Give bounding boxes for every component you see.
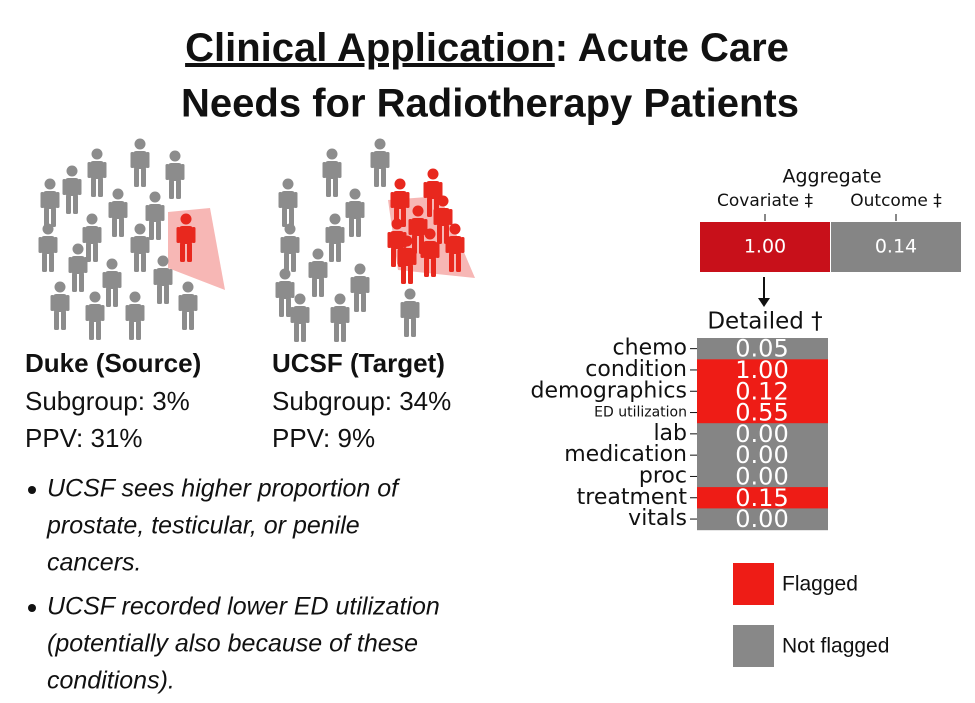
person-icon [278,178,298,227]
aggregate-value: 0.14 [875,236,917,258]
site-stat: Subgroup: 3% [25,386,190,416]
person-icon [145,191,165,240]
crowds [38,138,475,342]
content: Duke (Source) Subgroup: 3% PPV: 31% UCSF (T… [25,166,961,695]
person-icon [87,148,107,197]
person-icon [108,188,128,237]
legend-label: Not flagged [782,635,889,658]
heat-cell [697,444,828,467]
person-icon [400,288,420,337]
column-label: Outcome ‡ [850,191,942,211]
heat-cell [697,338,828,360]
row-label: lab [653,421,687,446]
bullet-text: prostate, testicular, or penile [46,512,360,540]
heat-cell [697,380,828,403]
title: Clinical Application: Acute Care [185,26,789,70]
arrow-head [758,298,770,307]
detailed-title: Detailed † [707,309,822,335]
heat-cell [697,508,828,531]
heat-value: 0.12 [735,377,788,405]
aggregate-value: 1.00 [744,236,786,258]
person-icon [82,213,102,262]
person-icon [102,258,122,307]
person-icon [350,263,370,312]
person-icon [178,281,198,330]
row-label: chemo [613,336,687,361]
person-icon [325,213,345,262]
legend-swatch [733,625,774,667]
highlight [168,208,225,290]
row-label: vitals [628,506,687,531]
row-label: medication [564,442,687,467]
row-label: demographics [531,378,687,403]
aggregate-cell [700,222,830,272]
person-icon [85,291,105,340]
person-icon [308,248,328,297]
heat-value: 0.05 [735,335,788,363]
site-stat: Subgroup: 34% [272,386,451,416]
aggregate-title: Aggregate [782,166,881,188]
person-icon [38,223,58,272]
person-icon [68,243,88,292]
title-line2: Needs for Radiotherapy Patients [181,82,799,126]
person-icon [125,291,145,340]
person-icon [130,223,150,272]
person-icon [40,178,60,227]
bullet-text: UCSF sees higher proportion of [47,475,401,503]
row-label: treatment [577,485,688,510]
heat-cell [697,401,828,424]
legend-label: Flagged [782,573,858,596]
bullet-text: (potentially also because of these [47,630,418,658]
person-icon [345,188,365,237]
person-icon [370,138,390,187]
legend-swatch [733,563,774,605]
person-icon [322,148,342,197]
bullet-dot [28,604,36,612]
person-icon [130,138,150,187]
heat-value: 1.00 [735,356,788,384]
row-label: condition [585,357,687,382]
title-underlined: Clinical Application [185,26,555,70]
bullet-text: conditions). [47,667,175,695]
bullet-text: UCSF recorded lower ED utilization [47,593,440,621]
heat-cell [697,423,828,445]
heat-cell [697,359,828,382]
person-icon [50,281,70,330]
heat-cell [697,465,828,488]
row-label: proc [639,463,687,488]
person-icon [165,150,185,199]
person-icon [280,223,300,272]
aggregate-cell [831,222,961,272]
person-icon [290,293,310,342]
heat-value: 0.55 [735,399,788,427]
heat-value: 0.15 [735,484,788,512]
person-icon [330,293,350,342]
row-label: ED utilization [594,405,687,421]
heat-value: 0.00 [735,441,788,469]
site-name: Duke (Source) [25,348,201,378]
heat-value: 0.00 [735,420,788,448]
bullet-text: cancers. [47,549,141,577]
bullet-dot [28,486,36,494]
site-stat: PPV: 31% [25,423,143,453]
title-rest: : Acute Care [555,26,789,70]
site-name: UCSF (Target) [272,348,445,378]
heat-value: 0.00 [735,462,788,490]
column-label: Covariate ‡ [717,191,813,211]
heat-cell [697,487,828,509]
site-stat: PPV: 9% [272,423,375,453]
heat-value: 0.00 [735,505,788,533]
person-icon [62,165,82,214]
